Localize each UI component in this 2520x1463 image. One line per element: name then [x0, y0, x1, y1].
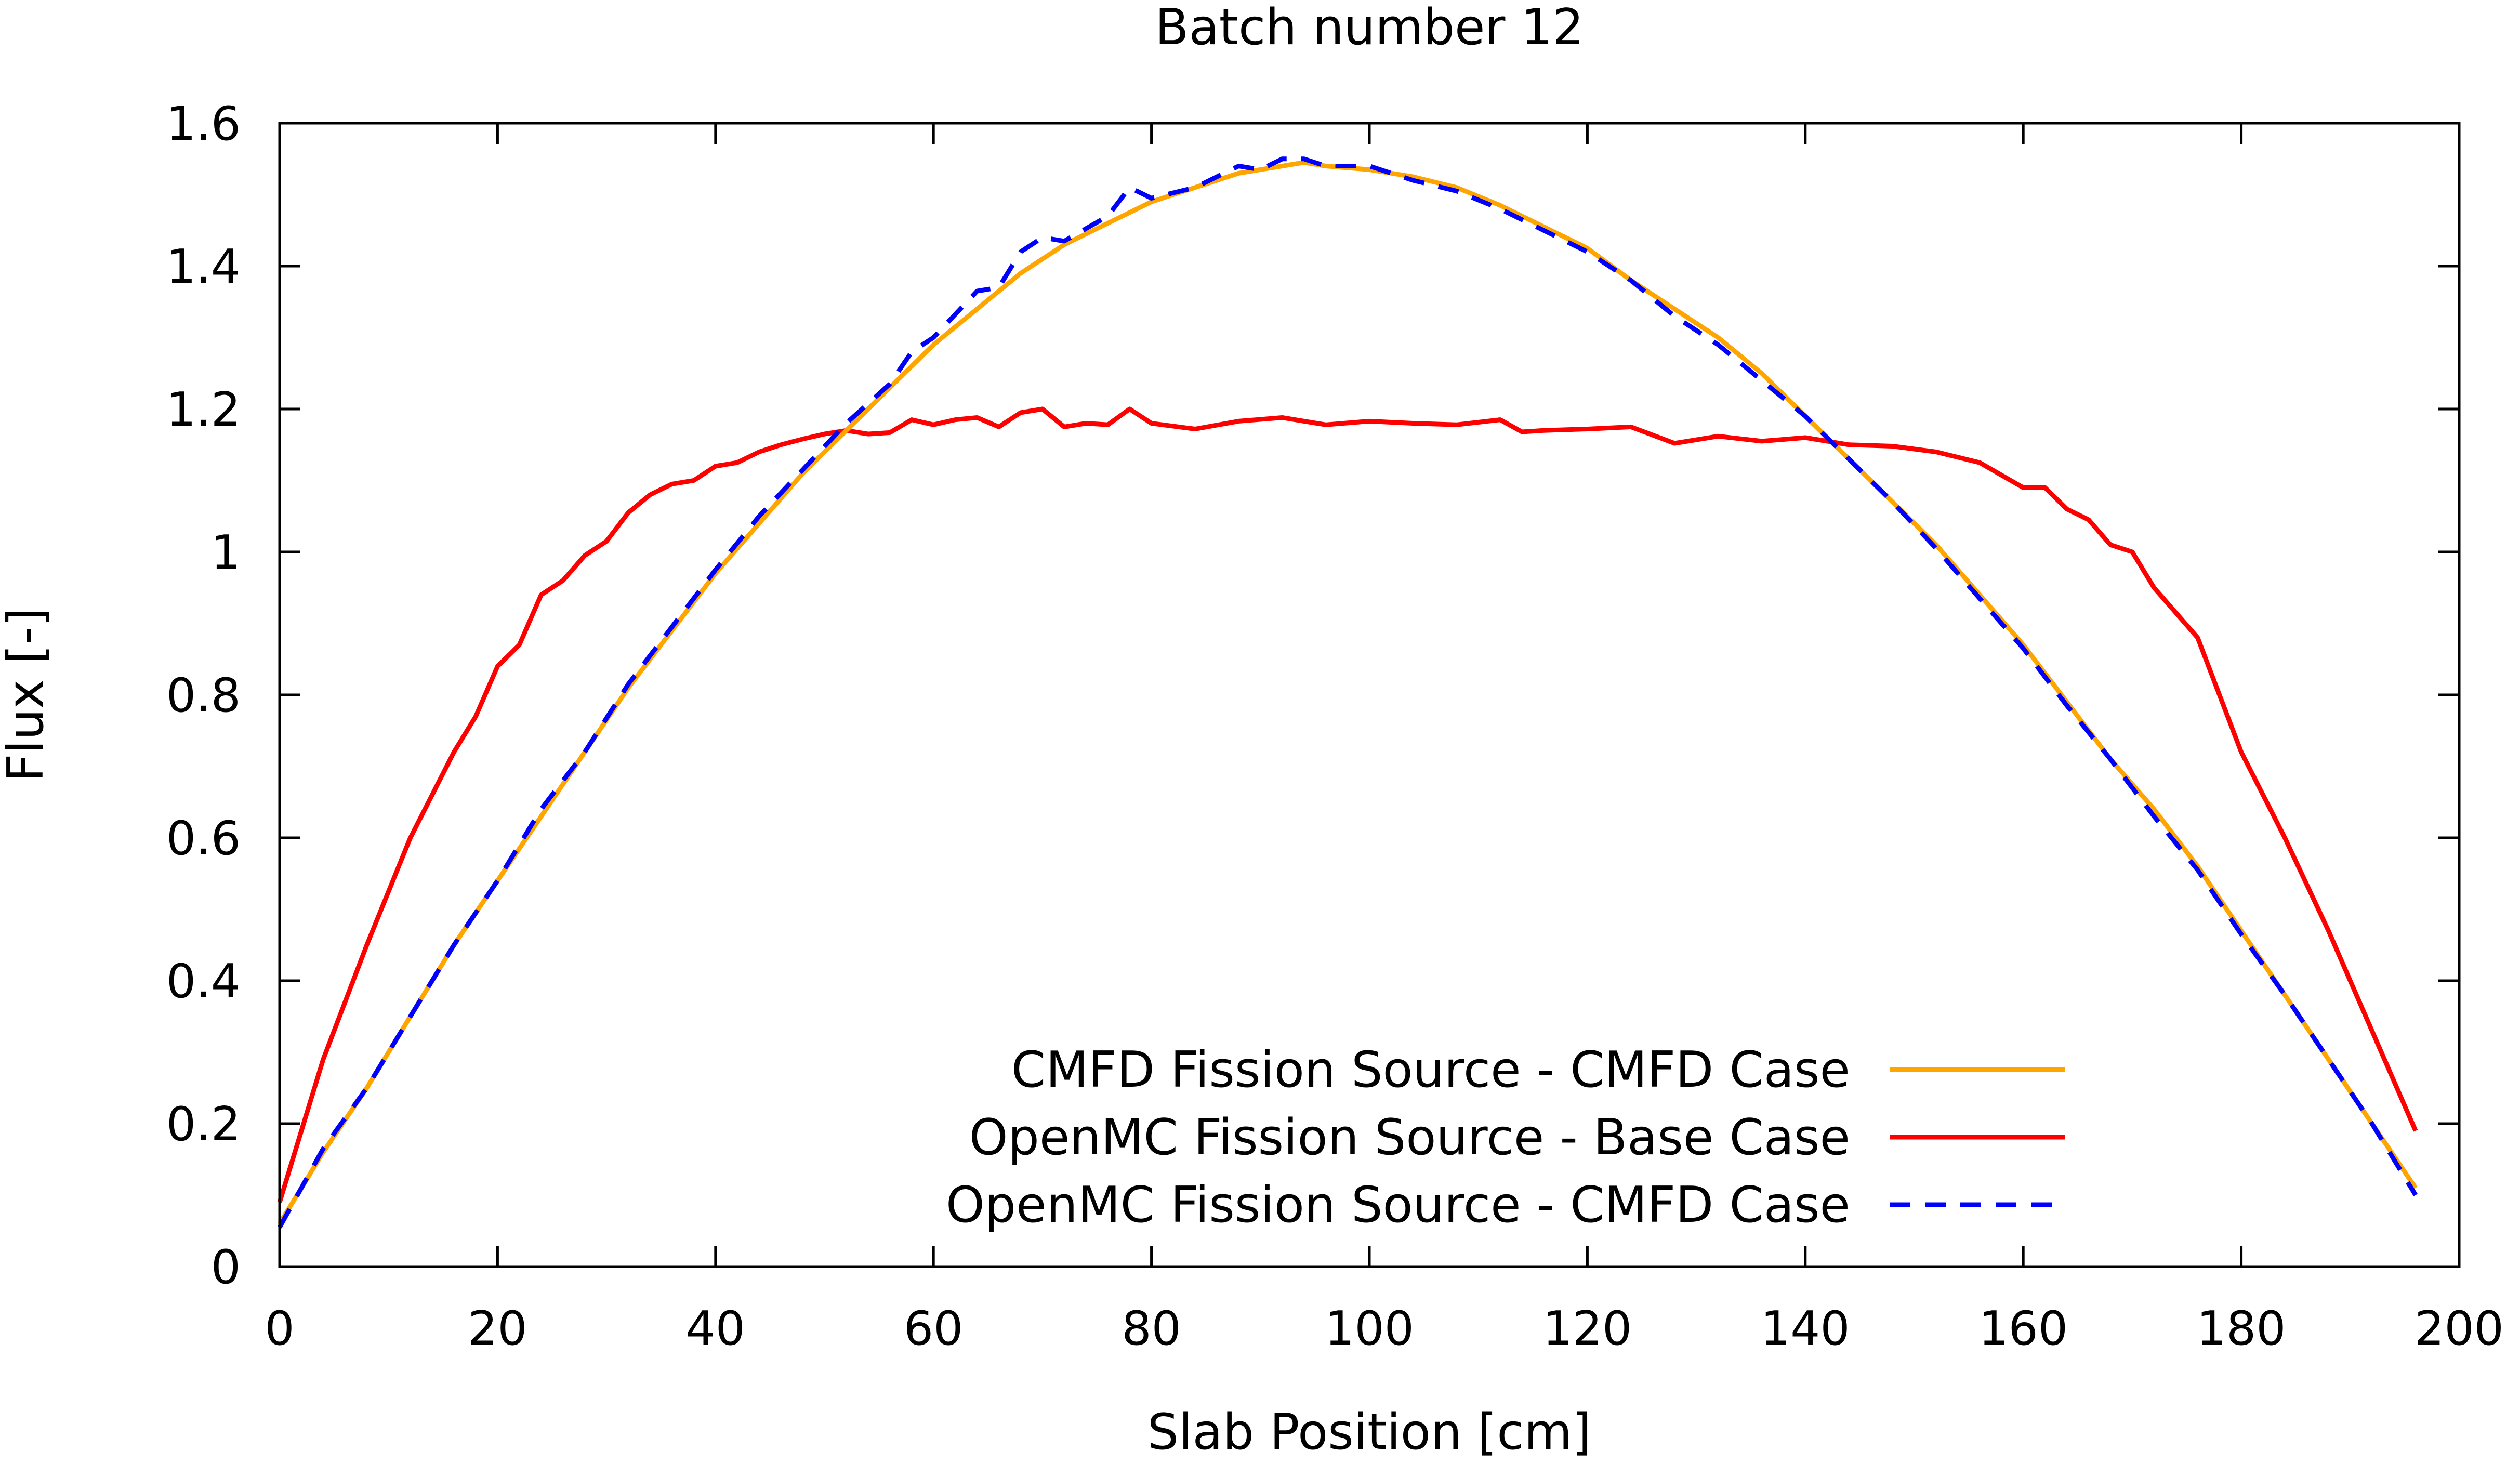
ticks-layer: 0 20 40 60 80 100 120 140 160 180 200 0 0.2 0.4 0.6 0.8… — [166, 97, 2504, 1356]
y-tick-label: 1.6 — [166, 97, 241, 151]
x-tick-label: 160 — [1978, 1301, 2068, 1356]
x-tick-label: 140 — [1761, 1301, 1850, 1356]
legend: CMFD Fission Source - CMFD Case OpenMC Fi… — [946, 1042, 2065, 1234]
x-tick-label: 180 — [2197, 1301, 2286, 1356]
series-line-1 — [278, 160, 2418, 1225]
x-tick-label: 100 — [1325, 1301, 1414, 1356]
y-tick-label: 0.4 — [166, 954, 241, 1009]
y-tick-label: 1.4 — [166, 240, 241, 294]
chart-title: Batch number 12 — [1155, 0, 1584, 56]
x-tick-label: 200 — [2415, 1301, 2504, 1356]
series-line-3 — [278, 156, 2418, 1229]
x-tick-label: 20 — [468, 1301, 527, 1356]
legend-label-2: OpenMC Fission Source - Base Case — [969, 1109, 1850, 1166]
x-tick-label: 0 — [265, 1301, 294, 1356]
y-tick-label: 0.6 — [166, 811, 241, 866]
x-tick-label: 120 — [1543, 1301, 1632, 1356]
x-axis-label: Slab Position [cm] — [1147, 1404, 1591, 1461]
x-tick-label: 40 — [686, 1301, 746, 1356]
y-tick-label: 0.8 — [166, 668, 241, 723]
x-tick-label: 60 — [904, 1301, 964, 1356]
legend-label-1: CMFD Fission Source - CMFD Case — [1011, 1042, 1850, 1099]
x-tick-label: 80 — [1122, 1301, 1181, 1356]
y-tick-label: 1 — [211, 525, 241, 580]
series-line-2 — [277, 406, 2418, 1203]
legend-label-3: OpenMC Fission Source - CMFD Case — [946, 1177, 1850, 1234]
series-layer — [277, 156, 2418, 1229]
y-axis-label: Flux [-] — [0, 608, 55, 782]
y-tick-label: 0 — [211, 1240, 241, 1295]
y-tick-label: 0.2 — [166, 1097, 241, 1152]
y-tick-label: 1.2 — [166, 383, 241, 437]
